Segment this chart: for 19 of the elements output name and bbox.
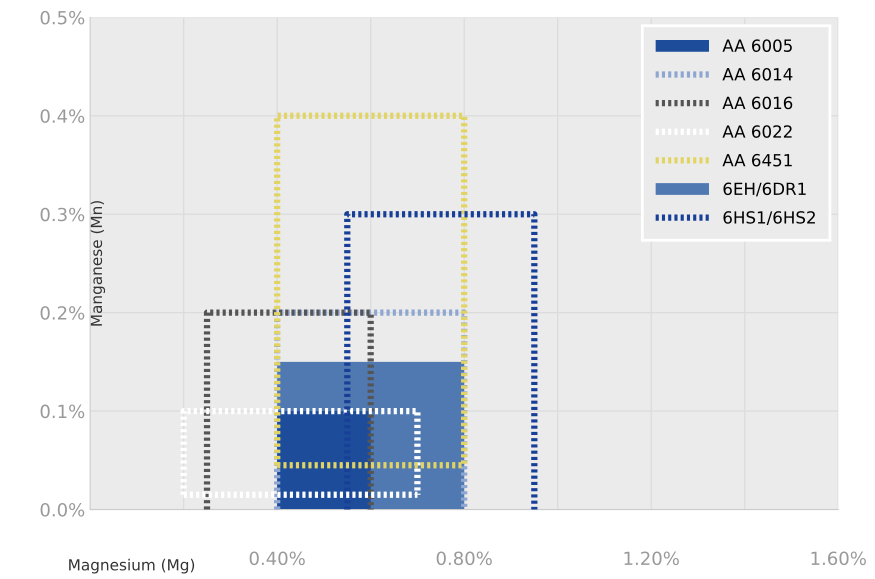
legend-label: 6HS1/6HS2 (723, 211, 815, 226)
y-tick-label: 0.0% (40, 502, 84, 517)
x-tick-label: 0.80% (436, 552, 492, 566)
legend-label: AA 6451 (722, 154, 792, 166)
y-tick-label: 0.4% (40, 109, 84, 123)
y-tick-label: 0.1% (40, 404, 84, 418)
y-axis-title: Manganese (Mn) (90, 201, 106, 326)
x-tick-label: 1.20% (624, 552, 679, 566)
y-tick-label: 0.3% (40, 208, 84, 222)
legend-label: AA 6022 (722, 125, 792, 138)
legend-label: 6EH/6DR1 (723, 182, 806, 196)
x-axis-title: Magnesium (Mg) (69, 558, 194, 574)
x-tick-label: 0.40% (250, 552, 305, 566)
legend-label: AA 6005 (722, 39, 792, 52)
y-tick-label: 0.2% (40, 306, 84, 320)
legend-label: AA 6014 (722, 68, 792, 81)
x-tick-label: 1.60% (812, 552, 866, 566)
y-tick-label: 0.5% (40, 10, 84, 24)
legend-label: AA 6016 (722, 96, 792, 110)
